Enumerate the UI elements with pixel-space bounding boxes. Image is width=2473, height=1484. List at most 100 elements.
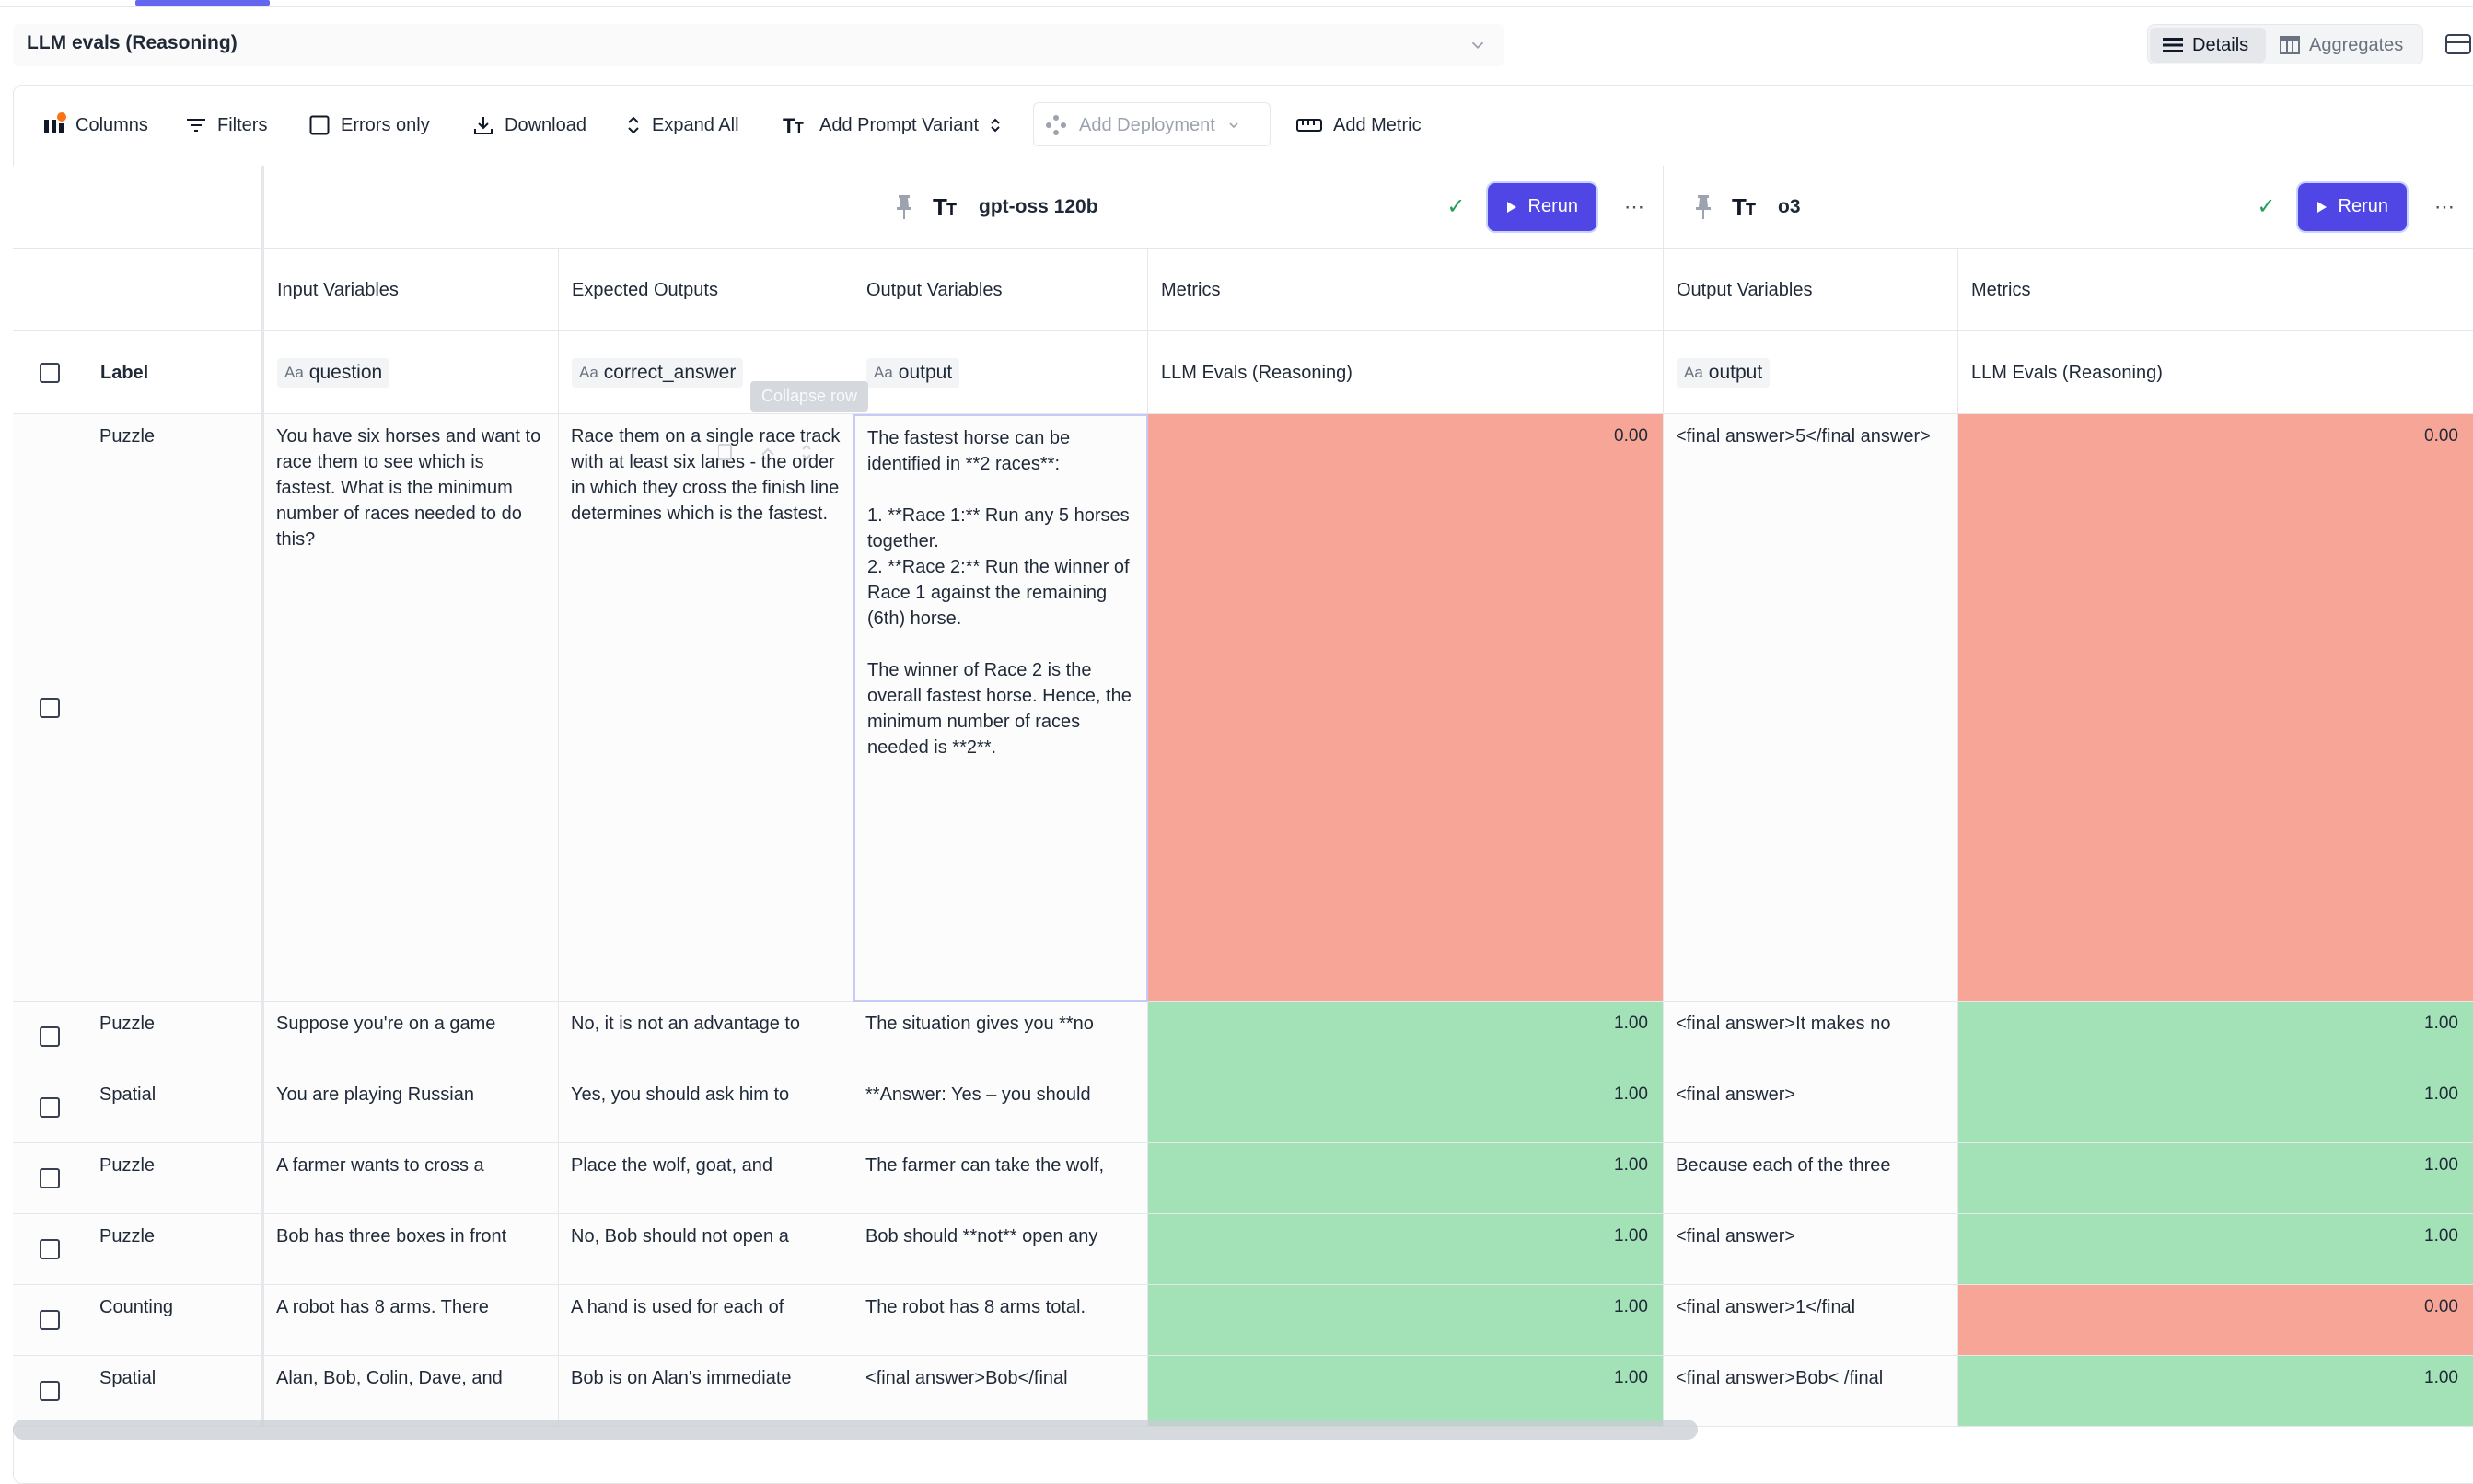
metric-score-cell[interactable]: 1.00 (1148, 1002, 1664, 1072)
input-cell[interactable]: Bob has three boxes in front (264, 1214, 559, 1285)
download-button[interactable]: Download (473, 103, 586, 147)
metric-score-cell[interactable]: 0.00 (1958, 414, 2473, 1002)
output-cell[interactable]: The robot has 8 arms total. (853, 1285, 1148, 1356)
svg-text:T: T (795, 121, 804, 135)
metric-score-cell[interactable]: 1.00 (1958, 1356, 2473, 1427)
expected-cell[interactable]: No, Bob should not open a (559, 1214, 853, 1285)
row-label: Puzzle (87, 1143, 264, 1214)
expected-cell[interactable]: Yes, you should ask him to (559, 1072, 853, 1143)
output-cell[interactable]: <final answer>1</final (1664, 1285, 1958, 1356)
svg-text:T: T (783, 115, 795, 135)
row-action-icons[interactable] (718, 442, 819, 462)
output-cell[interactable]: The farmer can take the wolf, (853, 1143, 1148, 1214)
output-cell[interactable]: The fastest horse can be identified in *… (853, 414, 1148, 1002)
row-checkbox[interactable] (40, 697, 60, 718)
expected-cell[interactable]: Bob is on Alan's immediate (559, 1356, 853, 1427)
row-checkbox[interactable] (40, 1381, 60, 1401)
add-deployment-label: Add Deployment (1079, 114, 1215, 135)
panel-toggle-icon[interactable] (2445, 33, 2473, 55)
output-cell[interactable]: Because each of the three (1664, 1143, 1958, 1214)
details-view-label: Details (2192, 34, 2249, 55)
checkbox-icon (309, 115, 330, 135)
metric-score-cell[interactable]: 1.00 (1958, 1072, 2473, 1143)
columns-button[interactable]: Columns (44, 103, 148, 147)
list-icon (2163, 36, 2183, 54)
metric-score-cell[interactable]: 1.00 (1148, 1356, 1664, 1427)
row-select-cell (13, 1002, 87, 1072)
expected-cell[interactable]: Race them on a single race track with at… (559, 414, 853, 1002)
corner-cell (13, 166, 87, 249)
input-cell[interactable]: You have six horses and want to race the… (264, 414, 559, 1002)
expected-cell[interactable]: No, it is not an advantage to (559, 1002, 853, 1072)
output-cell[interactable]: <final answer>5</final answer> (1664, 414, 1958, 1002)
details-view-button[interactable]: Details (2150, 28, 2266, 63)
rerun-button[interactable]: Rerun (2297, 182, 2407, 231)
row-checkbox[interactable] (40, 1097, 60, 1118)
output-variable-cell: Aa output (1664, 331, 1958, 414)
row-checkbox[interactable] (40, 1310, 60, 1330)
metric-score-cell[interactable]: 1.00 (1148, 1285, 1664, 1356)
row-select-cell (13, 414, 87, 1002)
row-checkbox[interactable] (40, 1026, 60, 1047)
output-cell[interactable]: <final answer>Bob< /final (1664, 1356, 1958, 1427)
input-cell[interactable]: Suppose you're on a game (264, 1002, 559, 1072)
evaluation-selector[interactable] (13, 24, 1504, 66)
metric-score-cell[interactable]: 0.00 (1958, 1285, 2473, 1356)
filter-icon (186, 117, 206, 133)
add-prompt-variant-label: Add Prompt Variant (819, 114, 980, 135)
expand-all-label: Expand All (652, 114, 739, 135)
output-cell[interactable]: Bob should **not** open any (853, 1214, 1148, 1285)
add-metric-button[interactable]: Add Metric (1296, 103, 1422, 147)
row-checkbox[interactable] (40, 1168, 60, 1188)
aggregates-view-label: Aggregates (2309, 34, 2404, 55)
metric-score-cell[interactable]: 1.00 (1148, 1072, 1664, 1143)
metric-name-cell: LLM Evals (Reasoning) (1958, 331, 2473, 414)
output-cell[interactable]: <final answer> (1664, 1214, 1958, 1285)
chevron-down-icon[interactable] (1468, 35, 1488, 55)
metric-score-cell[interactable]: 1.00 (1958, 1002, 2473, 1072)
row-select-cell (13, 1072, 87, 1143)
svg-text:T: T (933, 196, 947, 218)
filters-button[interactable]: Filters (186, 103, 267, 147)
horizontal-scrollbar[interactable] (13, 1420, 1698, 1440)
metric-score-cell[interactable]: 1.00 (1148, 1214, 1664, 1285)
output-cell[interactable]: The situation gives you **no (853, 1002, 1148, 1072)
metric-score-cell[interactable]: 1.00 (1148, 1143, 1664, 1214)
aggregates-view-button[interactable]: Aggregates (2267, 28, 2420, 63)
add-deployment-button[interactable]: Add Deployment (1044, 103, 1241, 147)
output-cell[interactable]: <final answer>It makes no (1664, 1002, 1958, 1072)
input-cell[interactable]: You are playing Russian (264, 1072, 559, 1143)
expand-icon (626, 115, 641, 135)
more-options-icon[interactable]: ⋯ (1624, 194, 1644, 218)
more-options-icon[interactable]: ⋯ (2434, 194, 2455, 218)
select-all-checkbox[interactable] (40, 362, 60, 383)
pin-icon[interactable] (896, 194, 912, 220)
pin-icon[interactable] (1695, 194, 1712, 220)
variable-name: correct_answer (603, 361, 737, 383)
rerun-button[interactable]: Rerun (1487, 182, 1596, 231)
metric-score-cell[interactable]: 1.00 (1958, 1143, 2473, 1214)
output-variables-header: Output Variables (1664, 249, 1958, 331)
input-cell[interactable]: Alan, Bob, Colin, Dave, and (264, 1356, 559, 1427)
row-checkbox[interactable] (40, 1239, 60, 1259)
output-cell[interactable]: **Answer: Yes – you should (853, 1072, 1148, 1143)
output-cell[interactable]: <final answer>Bob</final (853, 1356, 1148, 1427)
expand-all-button[interactable]: Expand All (626, 103, 739, 147)
metric-score-cell[interactable]: 1.00 (1958, 1214, 2473, 1285)
errors-only-toggle[interactable]: Errors only (309, 103, 430, 147)
label-column-header: Label (87, 331, 264, 414)
input-cell[interactable]: A farmer wants to cross a (264, 1143, 559, 1214)
svg-text:T: T (1746, 201, 1756, 218)
row-label: Counting (87, 1285, 264, 1356)
expected-cell[interactable]: A hand is used for each of (559, 1285, 853, 1356)
metrics-header: Metrics (1958, 249, 2473, 331)
expected-cell[interactable]: Place the wolf, goat, and (559, 1143, 853, 1214)
variant-name: o3 (1778, 195, 1801, 217)
row-select-cell (13, 1285, 87, 1356)
metric-score-cell[interactable]: 0.00 (1148, 414, 1664, 1002)
input-cell[interactable]: A robot has 8 arms. There (264, 1285, 559, 1356)
output-cell[interactable]: <final answer> (1664, 1072, 1958, 1143)
